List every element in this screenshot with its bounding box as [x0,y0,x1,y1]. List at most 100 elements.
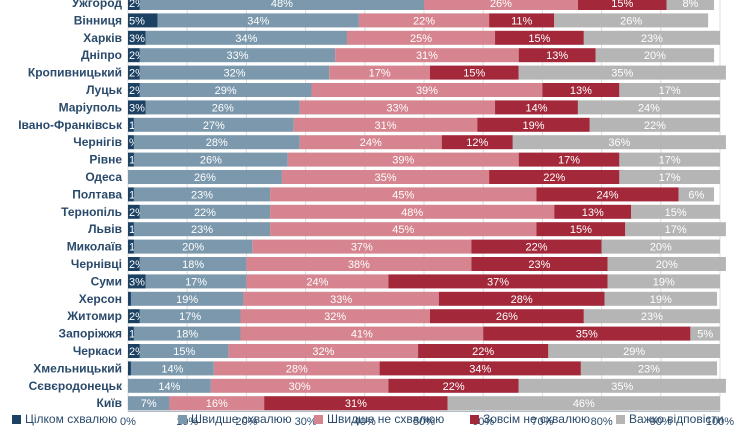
data-label: 48% [401,207,423,219]
x-tick-label: 80% [591,416,613,428]
category-label: Київ [97,396,122,410]
bar-segment [690,326,720,341]
data-label: 17% [659,85,681,97]
category-label: Івано-Франківськ [18,118,123,132]
data-label: 17% [659,172,681,184]
data-label: 24% [306,276,328,288]
data-label: 15% [665,207,687,219]
bar-segment [252,239,472,254]
data-label: 18% [176,329,198,341]
x-tick-label: 70% [531,416,553,428]
data-label: 32% [224,68,246,80]
data-label: 32% [312,346,334,358]
legend-swatch [470,415,479,424]
bar-segment [471,257,608,271]
data-label: 6% [688,189,704,201]
data-label: 45% [392,189,414,201]
bar-segment [424,0,578,10]
bar-segment [169,396,265,411]
bar-segment [246,257,472,271]
bar-segment [270,187,537,202]
bar-segment [580,361,718,376]
bar-segment [128,378,211,393]
data-label: 15% [528,33,550,45]
data-label: 24% [638,102,660,114]
bar-segment [554,204,632,219]
x-tick-label: 40% [354,416,376,428]
bar-segment [536,187,679,202]
data-label: 35% [576,329,598,341]
legend-label: Швидше не схвалюю [327,412,444,426]
bar-segment [329,65,430,80]
bar-segment [157,13,359,28]
data-label: 13% [582,207,604,219]
data-label: 15% [173,346,195,358]
bar-segment [299,100,496,115]
data-label: 34% [247,15,269,27]
data-label: 31% [416,50,438,62]
data-label: 22% [525,242,547,254]
bar-segment [246,274,389,289]
x-tick-label: 20% [235,416,257,428]
category-label: Хмельницький [33,361,122,375]
legend-swatch [178,415,187,424]
bar-segment [139,344,229,358]
bar-segment [128,187,134,202]
data-label: 35% [611,68,633,80]
data-label: 26% [490,0,512,10]
bar-segment [604,291,718,306]
data-label: 37% [487,276,509,288]
data-label: 22% [472,346,494,358]
category-label: Черкаси [73,344,122,358]
legend-label: Зовсім не схвалюю [483,412,590,426]
data-label: 35% [375,172,397,184]
bar-segment [128,204,140,219]
bar-segment [128,170,282,184]
bar-segment [213,361,380,376]
bar-segment [133,117,294,132]
bar-segment [128,344,140,358]
data-label: 3% [129,33,145,45]
bar-segment [287,152,519,167]
bar-segment [128,65,140,80]
bar-segment [477,117,590,132]
data-label: 3% [129,102,145,114]
category-label: Сєвєродонецьк [29,379,123,393]
category-label: Вінниця [74,13,122,27]
bar-segment [347,30,496,45]
bar-segment [518,48,596,63]
legend-label: Важко відповісти [629,412,724,426]
legend-label: Швидше схвалюю [191,412,292,426]
data-label: 26% [620,15,642,27]
bar-segment [128,30,146,45]
bar-segment [631,204,720,219]
legend-swatch [314,415,323,424]
data-label: 28% [511,294,533,306]
data-label: 20% [656,259,678,271]
bar-segment [128,152,134,167]
bar-segment [145,30,348,45]
legend-label: Цілком схвалюю [25,412,117,426]
bar-segment [678,187,715,202]
bar-segment [601,239,720,254]
data-label: 35% [611,381,633,393]
x-tick-label: 100% [706,416,734,428]
bar-segment [128,309,140,324]
data-label: 2% [129,0,145,10]
data-label: 33% [227,50,249,62]
bar-segment [489,13,555,28]
bar-segment [518,152,620,167]
category-label: Кропивницький [28,66,122,80]
bar-segment [388,378,519,393]
data-label: 15% [611,0,633,10]
data-label: 18% [182,259,204,271]
bar-segment [429,65,519,80]
data-label: 19% [176,294,198,306]
bar-segment [145,274,247,289]
bar-segment [583,309,720,324]
data-label: 13% [546,50,568,62]
bar-segment [589,117,720,132]
data-label: 31% [345,398,367,410]
data-label: 17% [558,155,580,167]
